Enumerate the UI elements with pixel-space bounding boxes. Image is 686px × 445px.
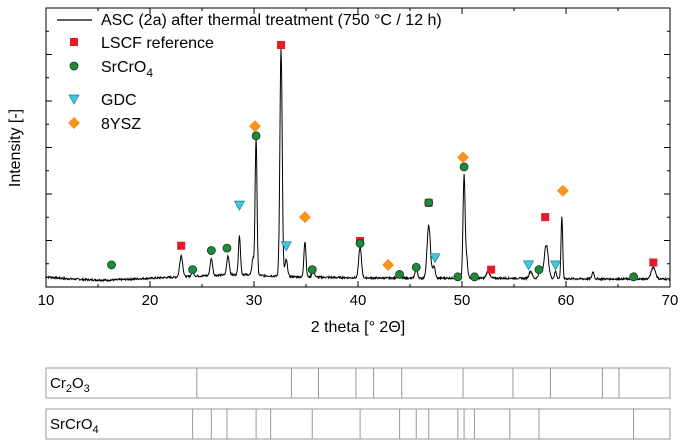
circle-marker	[534, 265, 544, 275]
subscript: 4	[146, 66, 153, 80]
square-marker	[277, 41, 286, 49]
reference-box	[45, 408, 671, 440]
circle-marker	[453, 272, 463, 282]
triangle-down-marker	[522, 260, 535, 271]
triangle-down-marker	[550, 260, 562, 271]
legend-swatch-diamond	[68, 117, 80, 129]
subscript: 4	[93, 424, 99, 436]
circle-marker	[107, 260, 116, 270]
legend-label: GDC	[101, 92, 137, 109]
circle-marker	[222, 243, 232, 253]
legend-swatch-triangle-down	[68, 94, 80, 105]
circle-marker	[307, 265, 317, 275]
diamond-marker	[382, 258, 395, 271]
x-tick-label: 20	[142, 292, 159, 309]
reference-label: SrCrO4	[50, 416, 99, 436]
diamond-marker	[298, 211, 311, 224]
circle-marker	[251, 131, 261, 141]
legend-swatch-square	[70, 38, 78, 46]
x-tick-label: 70	[662, 292, 679, 309]
square-marker	[541, 213, 550, 222]
diamond-marker	[457, 151, 470, 164]
x-tick-label: 60	[558, 292, 575, 309]
circle-marker	[470, 272, 479, 282]
legend-label: SrCrO4	[101, 59, 153, 80]
formula-part: O	[72, 375, 84, 392]
legend-swatch-circle	[69, 61, 79, 71]
legend-label-pattern: ASC (2a) after thermal treatment (750 °C…	[101, 12, 442, 29]
circle-marker	[206, 246, 216, 255]
legend-label: LSCF reference	[101, 35, 214, 52]
triangle-down-marker	[233, 200, 246, 211]
triangle-down-marker	[280, 241, 292, 252]
reference-label: Cr2O3	[50, 375, 90, 395]
x-axis-label: 2 theta [° 2Θ]	[311, 319, 405, 336]
diamond-marker	[556, 184, 569, 197]
x-tick-label: 50	[454, 292, 471, 309]
circle-marker	[411, 262, 421, 272]
reference-bars: Cr2O3 SrCrO4	[45, 367, 671, 440]
reference-box	[45, 367, 671, 399]
legend: ASC (2a) after thermal treatment (750 °C…	[57, 12, 442, 133]
x-tick-label: 30	[246, 292, 263, 309]
circle-marker	[629, 272, 638, 282]
plot-area	[45, 41, 671, 283]
x-tick-label: 10	[38, 292, 55, 309]
legend-label: 8YSZ	[101, 116, 141, 133]
circle-marker	[424, 198, 434, 208]
axes: 10 20 30 40 50 60 70	[38, 7, 679, 309]
subscript: 3	[84, 383, 90, 395]
square-marker	[649, 258, 658, 267]
xrd-pattern-line	[45, 48, 671, 283]
x-tick-label: 40	[350, 292, 367, 309]
circle-marker	[355, 238, 365, 248]
square-marker	[177, 241, 186, 250]
circle-marker	[459, 162, 469, 172]
diamond-marker	[249, 120, 262, 133]
circle-marker	[188, 265, 198, 275]
y-axis-label: Intensity [-]	[7, 109, 24, 187]
circle-marker	[395, 270, 405, 279]
triangle-down-marker	[429, 253, 441, 264]
square-marker	[487, 265, 496, 274]
subscript: 2	[66, 383, 72, 395]
